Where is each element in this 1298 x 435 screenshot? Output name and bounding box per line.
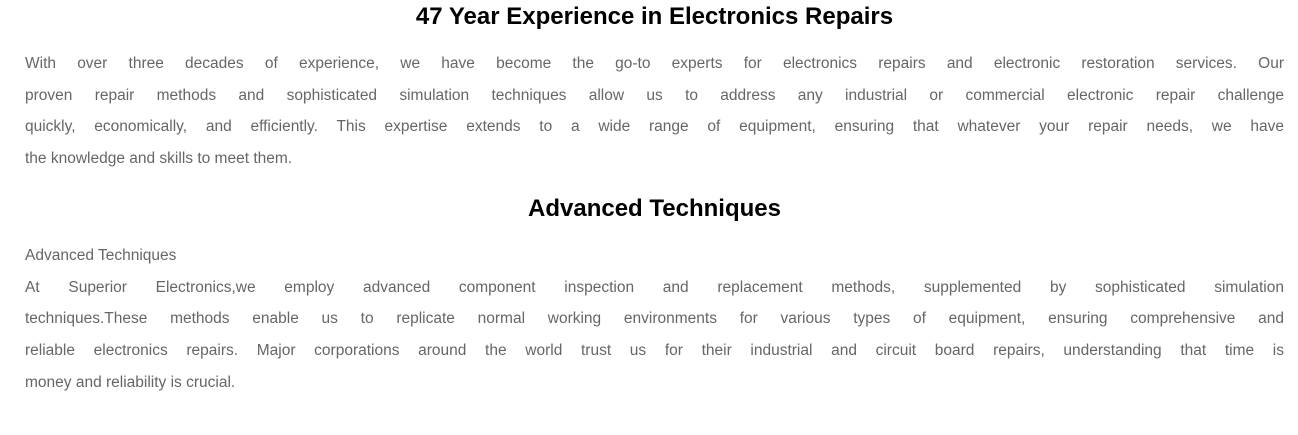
paragraph-line: At Superior Electronics,we employ advanc… (25, 278, 1284, 296)
paragraph-line: proven repair methods and sophisticated … (25, 86, 1284, 104)
paragraph-line: techniques.These methods enable us to re… (25, 310, 1284, 328)
paragraph-subtitle-line: Advanced Techniques (25, 246, 177, 264)
paragraph-line: reliable electronics repairs. Major corp… (25, 341, 1284, 359)
advanced-techniques-paragraph: Advanced Techniques At Superior Electron… (25, 240, 1284, 399)
paragraph-line: With over three decades of experience, w… (25, 55, 1284, 72)
page-content: 47 Year Experience in Electronics Repair… (25, 3, 1284, 399)
paragraph-line: quickly, economically, and efficiently. … (25, 118, 1284, 136)
paragraph-line: the knowledge and skills to meet them. (25, 150, 293, 168)
paragraph-line: money and reliability is crucial. (25, 373, 236, 391)
experience-section-heading: 47 Year Experience in Electronics Repair… (415, 3, 894, 30)
experience-paragraph: With over three decades of experience, w… (25, 48, 1284, 175)
advanced-techniques-heading: Advanced Techniques (528, 194, 781, 222)
